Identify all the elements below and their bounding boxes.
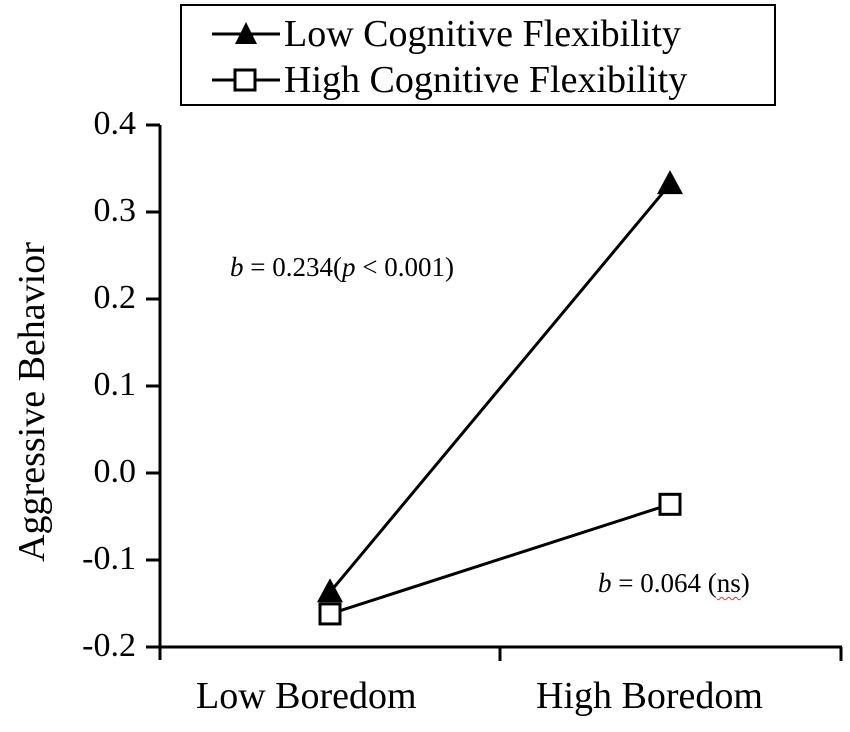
slope-annotation-low-cf: b = 0.234(p < 0.001) — [230, 252, 454, 283]
slope-value: = 0.064 ( — [611, 568, 717, 598]
filled-triangle-icon — [212, 22, 280, 44]
triangle-marker — [657, 170, 683, 195]
legend-label: Low Cognitive Flexibility — [284, 13, 681, 55]
x-tick-label-low-boredom: Low Boredom — [196, 675, 417, 717]
b-symbol: b — [230, 252, 244, 282]
y-tick-label: 0.2 — [93, 279, 137, 316]
y-tick-label: 0.3 — [93, 192, 137, 229]
ns-label: ns — [716, 568, 741, 598]
p-value: < 0.001) — [355, 252, 454, 282]
triangle-marker — [317, 578, 343, 603]
y-tick-label: -0.1 — [82, 540, 136, 577]
b-symbol: b — [598, 568, 612, 598]
legend-label: High Cognitive Flexibility — [284, 59, 688, 101]
y-axis-ticks — [146, 123, 160, 649]
series-line — [329, 502, 671, 616]
series-line — [328, 183, 672, 594]
p-symbol: p — [341, 252, 356, 282]
legend-item-low-cf: Low Cognitive Flexibility — [210, 12, 681, 56]
square-marker — [318, 602, 342, 626]
legend: Low Cognitive Flexibility High Cognitive… — [180, 4, 776, 106]
square-marker — [658, 492, 682, 516]
y-tick-label: -0.2 — [82, 627, 136, 664]
y-tick-label: 0.0 — [93, 453, 137, 490]
x-tick-label-high-boredom: High Boredom — [536, 675, 763, 717]
slope-annotation-high-cf: b = 0.064 (ns) — [598, 568, 750, 599]
open-square-icon — [212, 68, 280, 92]
series-group — [317, 170, 683, 626]
y-axis-label: Aggressive Behavior — [11, 242, 53, 562]
legend-item-high-cf: High Cognitive Flexibility — [210, 58, 687, 102]
annotation-close-paren: ) — [740, 568, 750, 598]
slope-value: = 0.234( — [243, 252, 342, 282]
y-tick-label: 0.4 — [93, 105, 137, 142]
y-tick-label: 0.1 — [93, 366, 137, 403]
